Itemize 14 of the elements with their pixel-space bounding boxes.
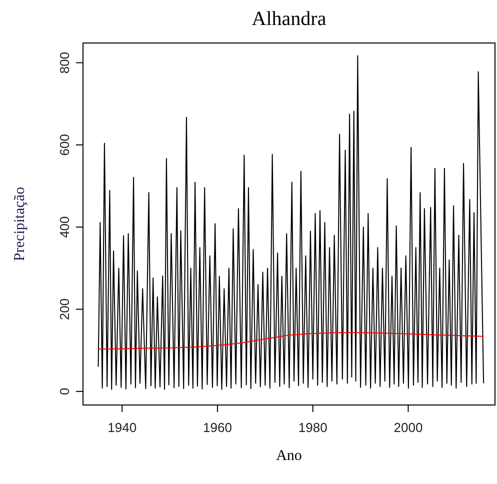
x-axis-title: Ano xyxy=(276,448,302,464)
x-tick-label: 1960 xyxy=(203,420,232,435)
y-tick-label: 800 xyxy=(57,52,72,74)
y-tick-label: 200 xyxy=(57,298,72,320)
y-tick-label: 400 xyxy=(57,216,72,238)
y-tick-label: 600 xyxy=(57,134,72,156)
x-tick-label: 2000 xyxy=(394,420,423,435)
line-series xyxy=(98,55,484,390)
x-tick-label: 1940 xyxy=(108,420,137,435)
x-tick-label: 1980 xyxy=(298,420,328,435)
y-axis-title: Precipitação xyxy=(12,186,28,262)
chart-title: Alhandra xyxy=(252,8,326,30)
line-series xyxy=(98,332,484,350)
y-tick-label: 0 xyxy=(57,388,72,396)
